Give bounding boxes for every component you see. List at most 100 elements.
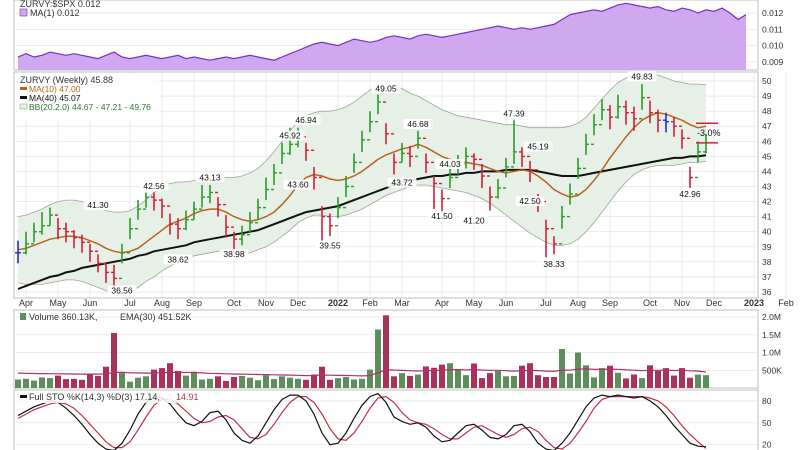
volume-bar [511,375,517,388]
ma40-line [17,154,707,290]
volume-bar [319,366,325,388]
price-bar [487,175,493,211]
price-annotation: 41.30 [87,200,109,210]
volume-tick-label: 500K [762,365,782,375]
price-bar [415,130,421,158]
volume-bar [79,379,85,388]
volume-legend: Volume 360.13K, EMA(30) 451.52K [20,312,192,322]
price-annotation: 38.98 [223,249,245,259]
bollinger-upper-line [17,73,707,217]
price-annotation-bg [371,83,401,94]
time-axis-label: Aug [154,298,170,308]
price-annotation: 36.56 [111,286,133,296]
price-bar [279,142,285,174]
volume-bar [431,367,437,388]
price-bar [439,182,445,214]
price-tick-label: 38 [762,257,772,267]
price-bar [15,240,21,264]
price-annotation: 38.33 [543,259,565,269]
price-annotation-bg [283,179,313,190]
price-bar [383,101,389,145]
time-axis-label: May [49,298,67,308]
price-bar [39,212,45,235]
time-axis-label: 2022 [328,298,348,308]
price-bar [55,214,61,240]
price-annotation-bg [275,130,305,141]
price-bar [399,142,405,164]
volume-bar [223,380,229,388]
volume-bar [591,377,597,388]
volume-bar [551,377,557,388]
price-annotation: 39.55 [319,240,341,250]
stochastic-axis: 80 50 20 [762,396,772,450]
time-axis-label: Dec [706,298,723,308]
price-bar [359,130,365,164]
price-annotation-bg [515,196,545,207]
callout-text: -3.0% [697,128,721,138]
volume-bar [295,378,301,388]
price-annotation: 41.20 [463,216,485,226]
stochastic-tick-label: 50 [762,418,772,428]
ma10-swatch [20,87,27,90]
price-annotation: 44.03 [439,159,461,169]
ratio-tick-label: 0.012 [762,8,784,18]
price-bar [239,225,245,246]
time-axis-label: Sep [186,298,202,308]
volume-bar [607,365,613,388]
price-bar [175,218,181,240]
time-axis: Apr May Jun Jul Aug Sep Oct Nov Dec 2022 Feb Mar Apr… [19,298,794,308]
price-annotation-bg [499,108,529,119]
price-bar [135,200,141,230]
price-bar [351,153,357,188]
price-bar [639,84,645,120]
price-bar [687,137,693,188]
volume-bar [655,371,661,388]
price-annotation-bg [427,211,457,222]
price-bar [343,176,349,209]
price-bar [647,96,653,124]
price-annotation: 43.72 [391,178,413,188]
price-bar [207,185,213,204]
volume-tick-label: 1.5M [762,330,781,340]
price-bar [391,133,397,175]
price-bar [151,192,157,211]
sto-legend-swatch [20,395,27,398]
volume-legend-volume: Volume 360.13K, [29,312,98,322]
price-annotation-bg [219,249,249,260]
price-annotation: 46.94 [295,115,317,125]
price-bar [575,157,581,195]
time-axis-label: Apr [435,298,449,308]
volume-bar [559,349,565,388]
volume-bar [247,377,253,388]
price-annotation: 42.96 [679,189,701,199]
price-bar [671,117,677,137]
price-legend-ma40: MA(40) 45.07 [29,93,81,103]
volume-bar [639,378,645,388]
volume-axis: 2.0M 1.5M 1.0M 500K [762,312,782,375]
volume-bar [631,374,637,388]
volume-bar [231,377,237,388]
volume-bar [463,375,469,388]
time-axis-label: Apr [19,298,33,308]
bollinger-band [18,73,706,294]
price-legend-ma10: MA(10) 47.00 [29,84,81,94]
price-bar [695,141,701,179]
price-annotation-bg [403,119,433,130]
volume-bar [343,377,349,388]
time-axis-label: Aug [570,298,586,308]
price-bar [311,149,317,190]
ratio-legend: ZURVY:$SPX 0.012 MA(1) 0.012 [19,0,100,18]
volume-bar [47,378,53,388]
price-bar [255,198,261,224]
volume-bar [111,333,117,388]
price-tick-label: 45 [762,151,772,161]
price-tick-label: 44 [762,166,772,176]
price-bar [423,137,429,173]
volume-bar [135,377,141,388]
price-annotation: 49.05 [375,83,397,93]
ma10-line [17,111,707,254]
ratio-legend-symbol: ZURVY:$SPX 0.012 [20,0,100,9]
price-bar [31,222,37,245]
price-bar [591,114,597,146]
price-annotation-bg [83,200,113,211]
